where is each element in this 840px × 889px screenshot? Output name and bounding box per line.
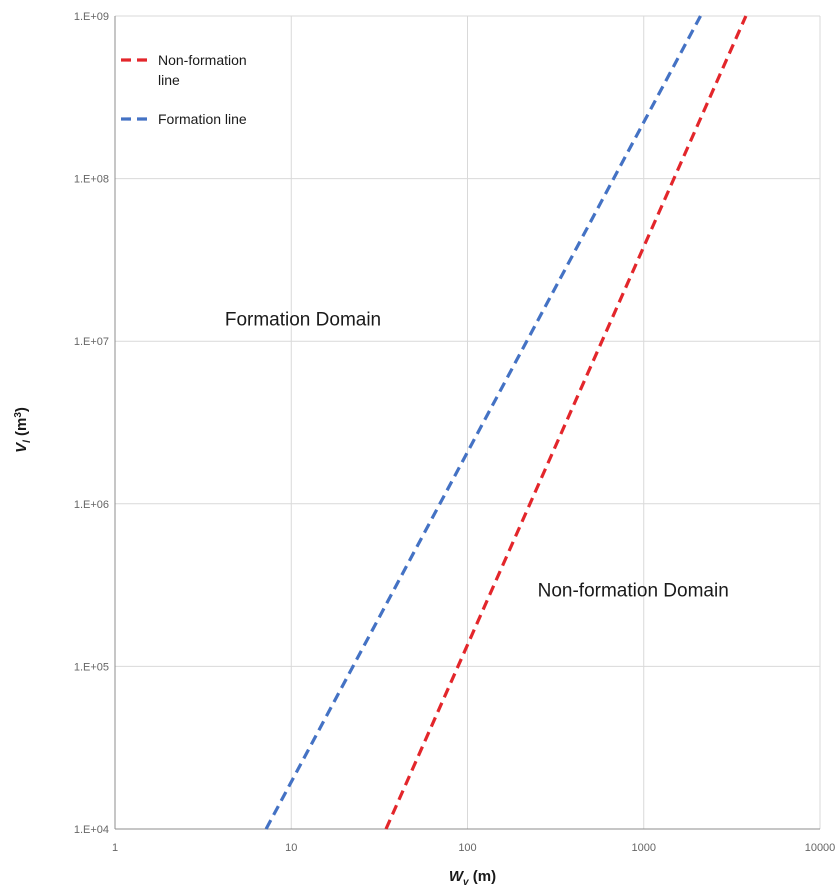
x-tick-label: 1000 [632,842,656,854]
legend-label: Non-formation [158,52,247,68]
legend: Non-formation line Formation line [121,52,247,127]
axis-titles: Wv (m) Vl (m3) [13,407,496,888]
y-axis-title: Vl (m3) [13,407,33,453]
series-line-non-formation [384,15,748,830]
tick-labels: 1 10 100 1000 10000 1.E+04 1.E+05 1.E+06 1.E+07 1… [74,11,835,854]
series-line-formation [264,15,702,830]
y-tick-label: 1.E+08 [74,174,109,186]
x-tick-label: 1 [112,842,118,854]
x-tick-label: 10 [285,842,297,854]
legend-label: line [158,72,180,88]
grid [114,15,821,830]
x-tick-label: 100 [458,842,476,854]
annotations: Formation Domain Non-formation Domain [225,309,729,601]
formation-domain-label: Formation Domain [225,309,381,330]
x-axis-title: Wv (m) [449,868,496,888]
series-layer [264,15,748,830]
y-tick-label: 1.E+06 [74,499,109,511]
y-tick-label: 1.E+04 [74,824,109,836]
x-tick-label: 10000 [805,842,836,854]
y-tick-label: 1.E+07 [74,336,109,348]
legend-label: Formation line [158,111,247,127]
non-formation-domain-label: Non-formation Domain [538,580,729,601]
y-tick-label: 1.E+05 [74,661,109,673]
y-tick-label: 1.E+09 [74,11,109,23]
axes [114,16,820,830]
